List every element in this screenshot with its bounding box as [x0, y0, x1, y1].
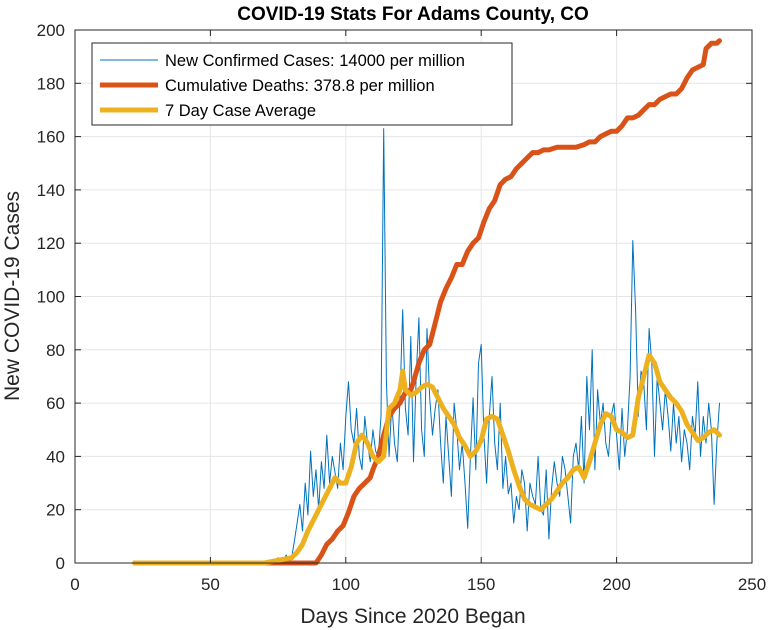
y-tick-label: 60: [46, 394, 65, 413]
y-tick-label: 160: [37, 128, 65, 147]
x-tick-label: 200: [602, 575, 630, 594]
y-tick-label: 0: [56, 554, 65, 573]
x-tick-label: 0: [70, 575, 79, 594]
chart-title: COVID-19 Stats For Adams County, CO: [237, 4, 589, 25]
y-tick-label: 180: [37, 74, 65, 93]
y-tick-label: 80: [46, 341, 65, 360]
y-tick-label: 100: [37, 288, 65, 307]
y-tick-label: 20: [46, 501, 65, 520]
x-tick-label: 250: [738, 575, 766, 594]
series-layer: [132, 38, 722, 566]
y-axis-label: New COVID-19 Cases: [1, 191, 24, 401]
tick-marks: [74, 29, 753, 564]
x-tick-label: 100: [332, 575, 360, 594]
y-tick-label: 120: [37, 234, 65, 253]
tick-labels: 0 50 100 150 200 250 0 20 40 60 80 100 120 140 160 180 2…: [37, 21, 767, 594]
series-7-day-case-average: [132, 352, 722, 566]
legend-box: [91, 42, 513, 126]
y-tick-label: 140: [37, 181, 65, 200]
legend-label-new-cases: New Confirmed Cases: 14000 per million: [165, 52, 465, 70]
x-tick-label: 150: [467, 575, 495, 594]
legend-label-7-day-average: 7 Day Case Average: [165, 102, 316, 120]
x-tick-label: 50: [201, 575, 220, 594]
y-tick-label: 40: [46, 447, 65, 466]
y-tick-label: 200: [37, 21, 65, 40]
legend: New Confirmed Cases: 14000 per million C…: [91, 42, 513, 126]
x-axis-label: Days Since 2020 Began: [300, 605, 525, 628]
legend-label-cumulative-deaths: Cumulative Deaths: 378.8 per million: [165, 77, 435, 95]
